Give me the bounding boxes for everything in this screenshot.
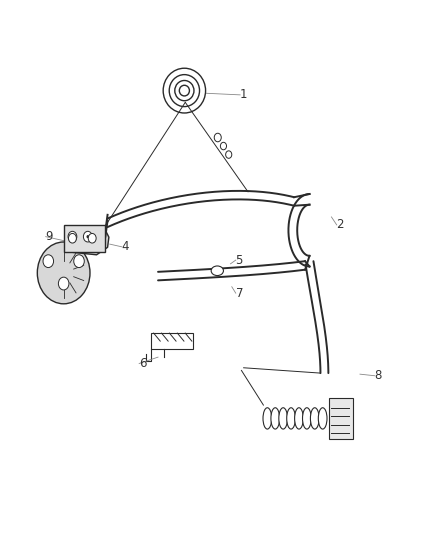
Text: 2: 2	[336, 219, 343, 231]
Text: 6: 6	[138, 357, 146, 370]
FancyBboxPatch shape	[151, 333, 193, 349]
Ellipse shape	[37, 242, 90, 304]
Circle shape	[86, 235, 89, 238]
Ellipse shape	[286, 408, 295, 429]
Text: 4: 4	[121, 240, 129, 253]
Ellipse shape	[278, 408, 287, 429]
Circle shape	[83, 231, 92, 242]
Circle shape	[214, 133, 221, 142]
Polygon shape	[65, 230, 109, 255]
FancyBboxPatch shape	[64, 225, 105, 252]
Circle shape	[225, 151, 231, 158]
Circle shape	[88, 233, 96, 243]
Circle shape	[43, 255, 53, 268]
Circle shape	[74, 255, 84, 268]
Ellipse shape	[302, 408, 311, 429]
Text: 8: 8	[374, 369, 381, 382]
Text: 5: 5	[235, 254, 242, 266]
Ellipse shape	[211, 266, 223, 276]
Ellipse shape	[294, 408, 303, 429]
Ellipse shape	[318, 408, 326, 429]
Ellipse shape	[262, 408, 271, 429]
Text: 1: 1	[239, 88, 247, 101]
Circle shape	[220, 142, 226, 150]
Circle shape	[68, 231, 77, 242]
FancyBboxPatch shape	[328, 398, 352, 439]
Text: 9: 9	[45, 230, 53, 243]
Circle shape	[68, 233, 76, 243]
Text: 7: 7	[235, 287, 243, 300]
Ellipse shape	[310, 408, 318, 429]
Ellipse shape	[270, 408, 279, 429]
Circle shape	[58, 277, 69, 290]
Circle shape	[71, 235, 74, 238]
